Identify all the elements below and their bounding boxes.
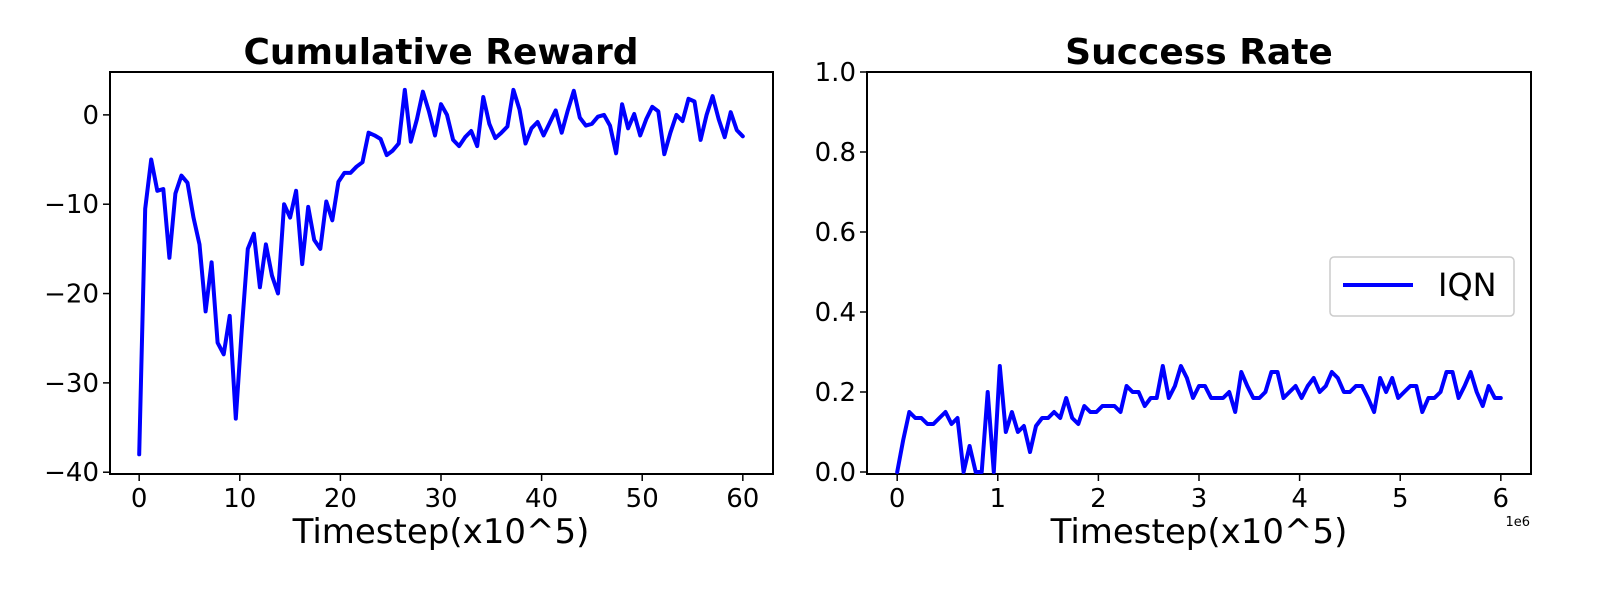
cumulative-reward-x-tick-label: 10	[223, 484, 256, 514]
success-rate-x-tick-label: 3	[1191, 484, 1208, 514]
legend-box	[1329, 256, 1515, 317]
cumulative-reward-series-group	[137, 87, 745, 457]
success-rate-y-tick-label: 0.2	[815, 378, 856, 408]
legend: IQN	[1329, 256, 1515, 317]
cumulative-reward-series-line	[137, 87, 745, 457]
cumulative-reward-y-tick-label: −20	[44, 280, 99, 310]
success-rate-y-ticks: 0.0 0.2 0.4 0.6 0.8 1.0	[815, 58, 867, 488]
success-rate-x-tick-label: 4	[1291, 484, 1308, 514]
success-rate-x-offset-label: 1e6	[1505, 515, 1530, 530]
cumulative-reward-x-ticks: 0 10 20 30 40 50 60	[131, 474, 759, 514]
cumulative-reward-y-tick-label: −40	[44, 458, 99, 488]
cumulative-reward-x-tick-label: 60	[726, 484, 759, 514]
cumulative-reward-x-tick-label: 0	[131, 484, 148, 514]
success-rate-x-tick-label: 6	[1493, 484, 1510, 514]
cumulative-reward-chart: Cumulative Reward 0 10 20 30 40 50 60 0 −10 −20 −…	[44, 32, 774, 552]
legend-label-iqn: IQN	[1438, 266, 1497, 304]
cumulative-reward-y-tick-label: 0	[82, 101, 99, 131]
cumulative-reward-y-tick-label: −30	[44, 369, 99, 399]
success-rate-title: Success Rate	[1065, 32, 1333, 73]
cumulative-reward-x-tick-label: 30	[424, 484, 457, 514]
success-rate-series-group	[895, 364, 1503, 474]
success-rate-y-tick-label: 0.0	[815, 458, 856, 488]
cumulative-reward-title: Cumulative Reward	[244, 32, 639, 73]
cumulative-reward-y-ticks: 0 −10 −20 −30 −40	[44, 101, 110, 488]
success-rate-x-tick-label: 5	[1392, 484, 1409, 514]
success-rate-x-axis-label: Timestep(x10^5)	[1050, 512, 1348, 552]
success-rate-x-ticks: 0 1 2 3 4 5 6	[889, 474, 1509, 514]
success-rate-y-tick-label: 0.4	[815, 298, 856, 328]
cumulative-reward-x-tick-label: 20	[324, 484, 357, 514]
success-rate-y-tick-label: 1.0	[815, 58, 856, 88]
success-rate-series-line-iqn	[895, 364, 1503, 474]
success-rate-x-tick-label: 0	[889, 484, 906, 514]
success-rate-x-tick-label: 1	[990, 484, 1007, 514]
cumulative-reward-x-tick-label: 50	[626, 484, 659, 514]
success-rate-y-tick-label: 0.6	[815, 218, 856, 248]
cumulative-reward-y-tick-label: −10	[44, 190, 99, 220]
cumulative-reward-x-axis-label: Timestep(x10^5)	[292, 512, 590, 552]
success-rate-x-tick-label: 2	[1090, 484, 1107, 514]
success-rate-y-tick-label: 0.8	[815, 138, 856, 168]
cumulative-reward-x-tick-label: 40	[525, 484, 558, 514]
